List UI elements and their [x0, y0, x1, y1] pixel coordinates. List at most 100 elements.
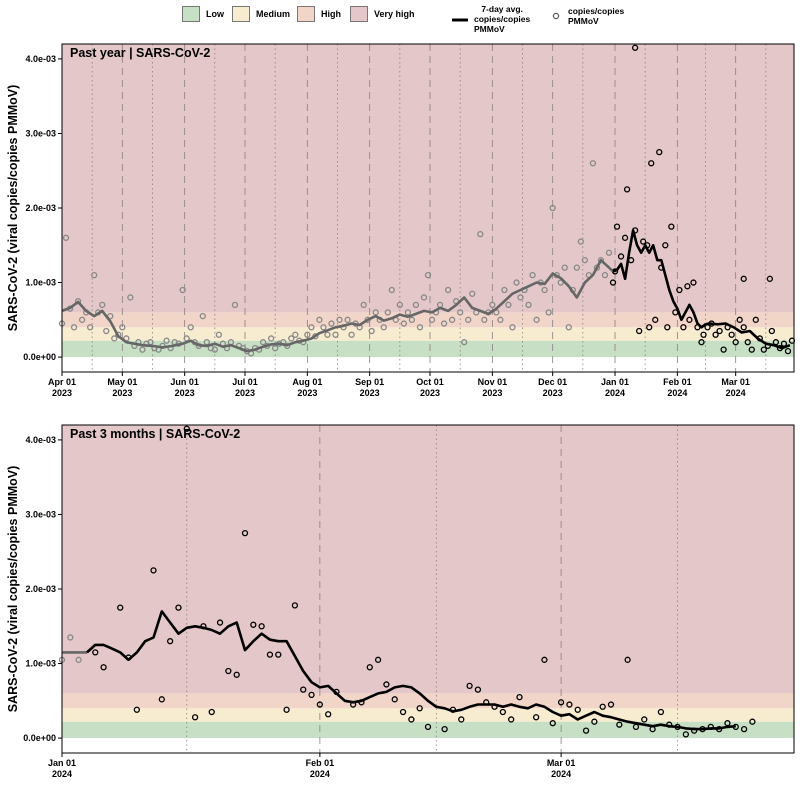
data-point: [601, 271, 609, 279]
panel-title: Past year | SARS-CoV-2: [70, 46, 210, 60]
data-point: [652, 316, 659, 323]
data-point: [288, 335, 295, 342]
data-point: [623, 186, 631, 193]
legend-point-swatch: [552, 12, 560, 20]
data-point: [383, 681, 390, 688]
data-point: [291, 602, 299, 609]
data-point: [231, 301, 239, 309]
x-tick-label-month: Jul 01: [232, 377, 258, 387]
data-point: [574, 706, 581, 713]
data-point: [740, 725, 748, 733]
legend-label-low: Low: [206, 9, 224, 19]
data-point: [712, 331, 719, 338]
legend-label-medium: Medium: [256, 9, 291, 19]
x-tick-label-month: Aug 01: [292, 377, 322, 387]
data-point: [272, 344, 279, 352]
data-point: [646, 324, 653, 331]
band-very-high: [62, 44, 794, 313]
x-tick-label-year: 2024: [605, 388, 625, 398]
data-point: [740, 324, 747, 331]
data-point: [749, 718, 756, 725]
data-point: [656, 148, 663, 156]
y-tick-label: 1.0e-03: [25, 659, 56, 669]
data-point: [497, 316, 504, 323]
legend-swatch-very-high: [350, 6, 368, 22]
data-point: [545, 309, 552, 316]
data-point: [621, 234, 629, 241]
data-point: [412, 301, 420, 309]
panel-title: Past 3 months | SARS-CoV-2: [70, 427, 240, 441]
x-tick-label-month: Mar 01: [547, 758, 576, 768]
data-point: [648, 160, 655, 167]
data-point: [716, 327, 723, 335]
y-axis-label: SARS-CoV-2 (viral copies/copies PMMoV): [6, 85, 20, 332]
data-point: [582, 727, 590, 734]
data-point: [501, 286, 508, 294]
x-tick-label-year: 2023: [420, 388, 440, 398]
data-point: [208, 708, 215, 716]
x-tick-label-year: 2023: [52, 388, 72, 398]
x-tick-label-month: Oct 01: [416, 377, 444, 387]
data-point: [100, 664, 107, 671]
data-point: [440, 320, 448, 327]
legend-item-points: copies/copies PMMoV: [548, 6, 624, 26]
y-tick-label: 0.0e+00: [23, 352, 56, 362]
chart-panel-1: 0.0e+00 1.0e-03 2.0e-03 3.0e-03 4.0e-03 Apr 0…: [6, 43, 796, 398]
data-point: [676, 286, 683, 294]
data-point: [489, 301, 496, 309]
data-point: [591, 718, 598, 725]
data-point: [509, 324, 516, 331]
data-point: [461, 339, 468, 346]
x-tick-label-year: 2023: [112, 388, 132, 398]
data-point: [332, 331, 339, 338]
data-point: [513, 279, 520, 286]
data-point: [183, 425, 190, 432]
data-point: [308, 324, 315, 331]
data-point: [179, 286, 186, 294]
data-point: [732, 339, 739, 346]
data-point: [336, 316, 343, 323]
data-point: [605, 249, 613, 256]
data-point: [636, 327, 643, 335]
data-point: [344, 316, 351, 323]
data-point: [241, 529, 249, 537]
legend-points-line-2: PMMoV: [568, 16, 599, 26]
data-point: [199, 312, 206, 320]
x-tick-label-year: 2023: [482, 388, 502, 398]
data-point: [366, 664, 373, 671]
data-point: [752, 316, 759, 323]
x-tick-label-month: Jan 01: [601, 377, 629, 387]
y-tick-label: 0.0e+00: [23, 733, 56, 743]
data-point: [748, 346, 755, 353]
data-point: [259, 339, 267, 346]
data-point: [533, 316, 540, 323]
data-point: [374, 656, 382, 663]
y-tick-label: 2.0e-03: [25, 584, 56, 594]
data-point: [266, 651, 274, 658]
data-point: [91, 271, 98, 279]
data-point: [508, 716, 515, 723]
data-point: [175, 604, 182, 611]
data-point: [87, 324, 94, 331]
data-point: [469, 290, 476, 297]
x-tick-label-month: Feb 01: [306, 758, 335, 768]
x-tick-label-year: 2024: [310, 769, 330, 779]
data-point: [784, 347, 792, 355]
data-point: [408, 716, 415, 723]
legend-item-high: High: [297, 6, 341, 22]
data-point: [617, 253, 625, 260]
data-point: [444, 286, 452, 294]
data-point: [657, 708, 665, 716]
y-tick-label: 3.0e-03: [25, 509, 56, 519]
data-point: [577, 238, 584, 245]
data-point: [698, 339, 705, 346]
y-tick-label: 4.0e-03: [25, 54, 56, 64]
data-point: [428, 316, 436, 323]
legend: Low Medium High Very high 7-day avg. cop…: [0, 0, 800, 40]
data-point: [216, 619, 224, 626]
data-point: [557, 279, 564, 286]
band-below-zero: [62, 357, 794, 372]
data-point: [690, 279, 697, 286]
data-point: [744, 339, 751, 346]
data-point: [541, 286, 548, 294]
